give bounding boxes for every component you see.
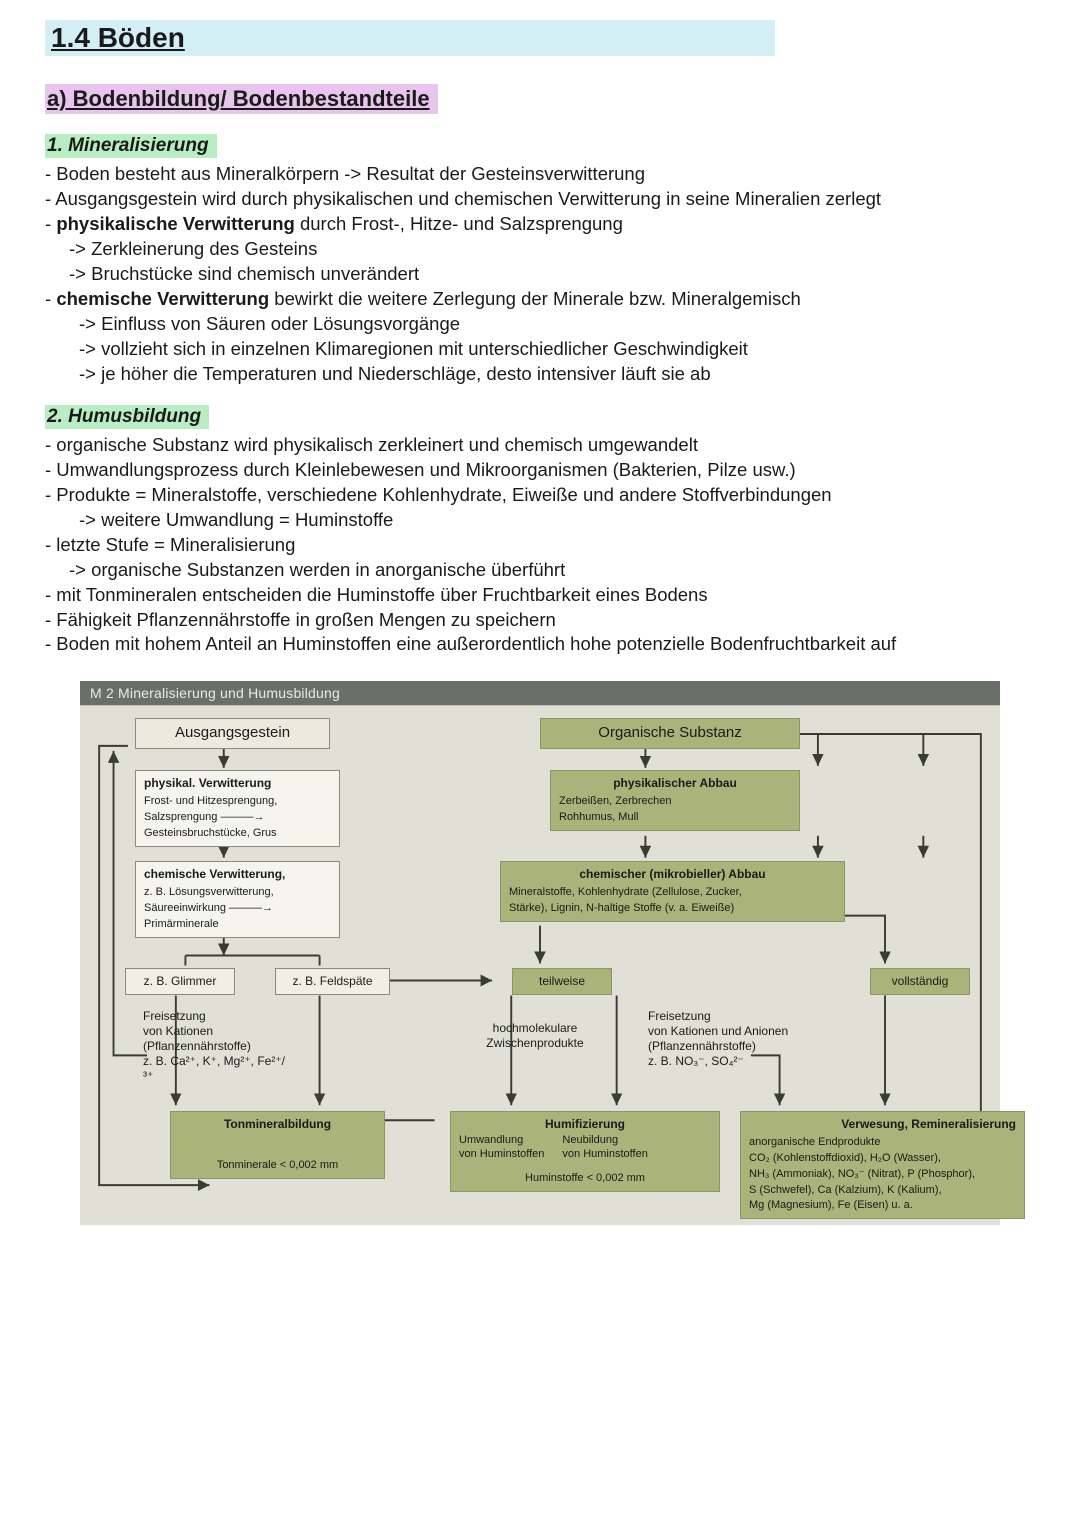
node-body: z. B. Lösungsverwitterung, Säureeinwirku… <box>144 886 274 930</box>
node-hochmolekulare: hochmolekulare Zwischenprodukte <box>475 1016 595 1056</box>
text-bold: physikalische Verwitterung <box>56 213 295 234</box>
node-phys-abbau: physikalischer Abbau Zerbeißen, Zerbrech… <box>550 770 800 831</box>
text-line: - chemische Verwitterung bewirkt die wei… <box>45 287 1035 312</box>
heading-2: a) Bodenbildung/ Bodenbestandteile <box>45 84 438 114</box>
text-fragment: bewirkt die weitere Zerlegung der Minera… <box>269 288 801 309</box>
node-title: chemische Verwitterung, <box>144 867 331 882</box>
node-freisetzung-left: Freisetzung von Kationen (Pflanzennährst… <box>135 1004 295 1089</box>
text-line: -> weitere Umwandlung = Huminstoffe <box>45 508 1035 533</box>
node-verwesung: Verwesung, Remineralisierung anorganisch… <box>740 1111 1025 1219</box>
node-chem-verwitterung: chemische Verwitterung, z. B. Lösungsver… <box>135 861 340 937</box>
section-2-text: - organische Substanz wird physikalisch … <box>45 433 1035 658</box>
text-line: - organische Substanz wird physikalisch … <box>45 433 1035 458</box>
text-line: - Produkte = Mineralstoffe, verschiedene… <box>45 483 1035 508</box>
node-body: Umwandlung von Huminstoffen <box>459 1134 544 1162</box>
section-1-text: - Boden besteht aus Mineralkörpern -> Re… <box>45 162 1035 387</box>
text-line: -> Bruchstücke sind chemisch unverändert <box>45 262 1035 287</box>
node-body: Neubildung von Huminstoffen <box>562 1134 647 1162</box>
node-vollstaendig: vollständig <box>870 968 970 995</box>
node-body: Frost- und Hitzesprengung, Salzsprengung… <box>144 795 277 839</box>
subheading-2: 2. Humusbildung <box>45 405 209 429</box>
flowchart: Ausgangsgestein physikal. Verwitterung F… <box>80 705 1000 1225</box>
node-glimmer: z. B. Glimmer <box>125 968 235 995</box>
node-organische-substanz: Organische Substanz <box>540 718 800 749</box>
text-line: -> vollzieht sich in einzelnen Klimaregi… <box>45 337 1035 362</box>
node-body: anorganische Endprodukte CO₂ (Kohlenstof… <box>749 1136 975 1211</box>
node-title: Verwesung, Remineralisierung <box>749 1117 1016 1132</box>
node-body: Tonminerale < 0,002 mm <box>179 1159 376 1173</box>
text-line: - Boden mit hohem Anteil an Huminstoffen… <box>45 632 1035 657</box>
text-line: - physikalische Verwitterung durch Frost… <box>45 212 1035 237</box>
node-tonmineralbildung: Tonmineralbildung Tonminerale < 0,002 mm <box>170 1111 385 1179</box>
text-bold: chemische Verwitterung <box>56 288 269 309</box>
text-line: - Umwandlungsprozess durch Kleinlebewese… <box>45 458 1035 483</box>
node-title: Humifizierung <box>459 1117 711 1132</box>
node-chem-abbau: chemischer (mikrobieller) Abbau Minerals… <box>500 861 845 922</box>
node-feldspate: z. B. Feldspäte <box>275 968 390 995</box>
text-line: -> Zerkleinerung des Gesteins <box>45 237 1035 262</box>
node-body: Zerbeißen, Zerbrechen Rohhumus, Mull <box>559 795 672 823</box>
text-fragment: durch Frost-, Hitze- und Salzsprengung <box>295 213 623 234</box>
text-line: -> Einfluss von Säuren oder Lösungsvorgä… <box>45 312 1035 337</box>
text-line: - mit Tonmineralen entscheiden die Humin… <box>45 583 1035 608</box>
heading-1: 1.4 Böden <box>45 20 775 56</box>
node-ausgangsgestein: Ausgangsgestein <box>135 718 330 749</box>
text-line: -> organische Substanzen werden in anorg… <box>45 558 1035 583</box>
text-fragment: - <box>45 288 56 309</box>
text-line: -> je höher die Temperaturen und Nieders… <box>45 362 1035 387</box>
node-phys-verwitterung: physikal. Verwitterung Frost- und Hitzes… <box>135 770 340 846</box>
node-freisetzung-right: Freisetzung von Kationen und Anionen (Pf… <box>640 1004 805 1074</box>
text-line: - Fähigkeit Pflanzennährstoffe in großen… <box>45 608 1035 633</box>
subheading-1: 1. Mineralisierung <box>45 134 217 158</box>
section-mineralisierung: 1. Mineralisierung - Boden besteht aus M… <box>45 134 1035 387</box>
node-title: physikal. Verwitterung <box>144 776 331 791</box>
node-title: chemischer (mikrobieller) Abbau <box>509 867 836 882</box>
node-body: Huminstoffe < 0,002 mm <box>459 1172 711 1186</box>
text-line: - Ausgangsgestein wird durch physikalisc… <box>45 187 1035 212</box>
diagram-container: M 2 Mineralisierung und Humusbildung <box>80 681 1000 1225</box>
node-teilweise: teilweise <box>512 968 612 995</box>
text-fragment: - <box>45 213 56 234</box>
diagram-title: M 2 Mineralisierung und Humusbildung <box>80 681 1000 705</box>
node-title: Tonmineralbildung <box>179 1117 376 1132</box>
text-line: - letzte Stufe = Mineralisierung <box>45 533 1035 558</box>
section-humusbildung: 2. Humusbildung - organische Substanz wi… <box>45 405 1035 658</box>
node-humifizierung: Humifizierung Umwandlung von Huminstoffe… <box>450 1111 720 1191</box>
text-line: - Boden besteht aus Mineralkörpern -> Re… <box>45 162 1035 187</box>
node-body: Mineralstoffe, Kohlenhydrate (Zellulose,… <box>509 886 742 914</box>
document-page: 1.4 Böden a) Bodenbildung/ Bodenbestandt… <box>0 0 1080 1265</box>
node-title: physikalischer Abbau <box>559 776 791 791</box>
